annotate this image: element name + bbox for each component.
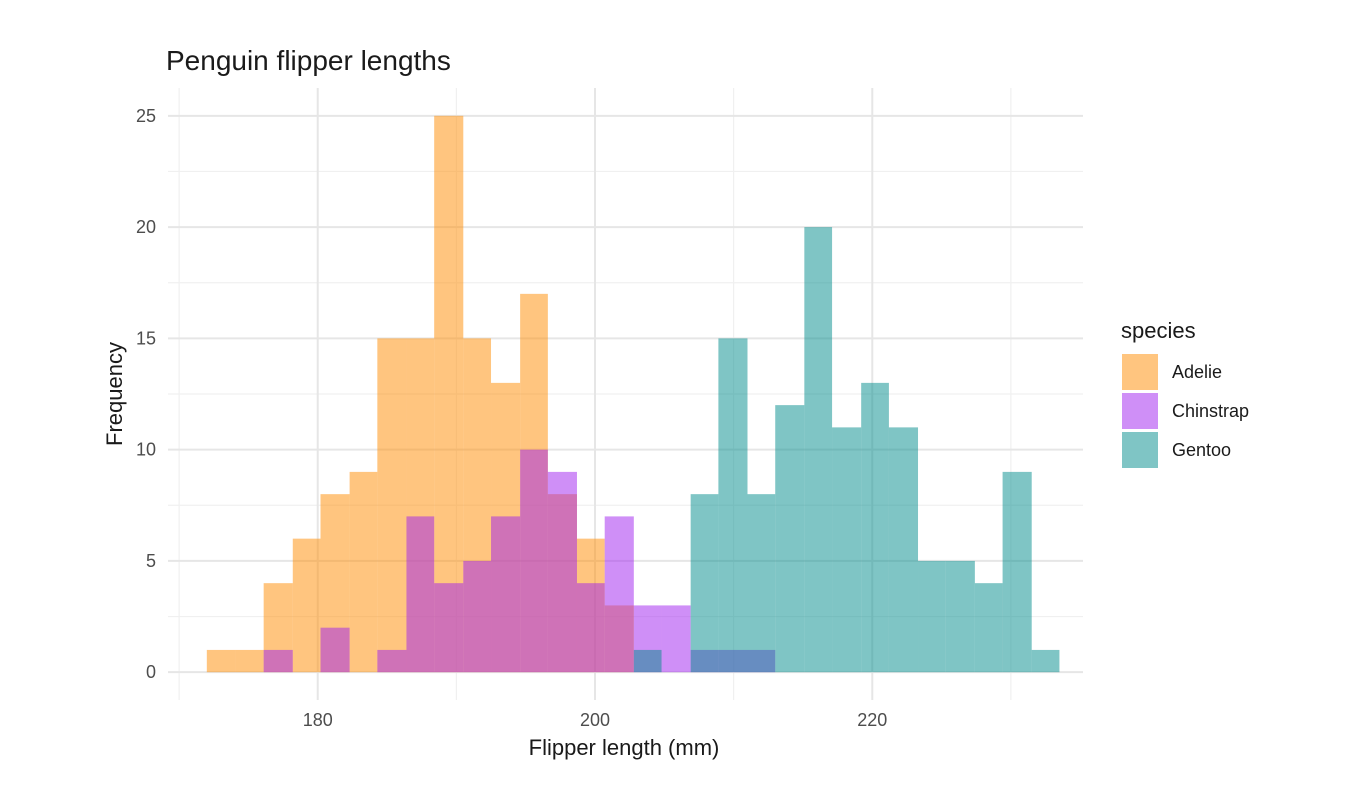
y-axis-title: Frequency (102, 342, 127, 446)
x-tick-label: 200 (580, 710, 610, 730)
bar-adelie (206, 649, 236, 673)
bar-chinstrap (520, 449, 548, 673)
bar-chinstrap (320, 627, 350, 673)
bar-chinstrap (434, 583, 464, 673)
bar-gentoo (747, 494, 776, 673)
histogram-bars (206, 115, 1060, 673)
y-axis-ticks: 0 5 10 15 20 25 (136, 106, 156, 682)
bar-chinstrap (263, 649, 293, 673)
bar-adelie (434, 115, 464, 673)
y-tick-label: 20 (136, 217, 156, 237)
bar-gentoo (945, 560, 975, 673)
bar-gentoo (775, 405, 805, 673)
bar-gentoo (1002, 471, 1032, 673)
legend-label: Chinstrap (1172, 401, 1249, 421)
chart-title: Penguin flipper lengths (166, 45, 451, 76)
bar-gentoo (804, 227, 833, 673)
bar-gentoo (1031, 649, 1060, 673)
bar-adelie (377, 338, 407, 673)
x-tick-label: 180 (303, 710, 333, 730)
bar-gentoo (888, 427, 919, 673)
bar-gentoo (633, 649, 662, 673)
legend-label: Adelie (1172, 362, 1222, 382)
bar-gentoo (918, 560, 946, 673)
legend-label: Gentoo (1172, 440, 1231, 460)
bar-chinstrap (576, 583, 605, 673)
legend-key-chinstrap (1122, 393, 1158, 429)
y-tick-label: 15 (136, 328, 156, 348)
bar-adelie (292, 538, 321, 673)
series-chinstrap (263, 449, 776, 673)
bar-gentoo (718, 338, 748, 673)
legend: species Adelie Chinstrap Gentoo (1121, 318, 1249, 468)
x-axis-title: Flipper length (mm) (529, 735, 720, 760)
bar-gentoo (861, 382, 889, 673)
legend-key-gentoo (1122, 432, 1158, 468)
bar-chinstrap (377, 649, 407, 673)
bar-adelie (349, 471, 378, 673)
bar-chinstrap (604, 516, 634, 673)
y-tick-label: 25 (136, 106, 156, 126)
bar-gentoo (690, 494, 719, 673)
bar-gentoo (832, 427, 862, 673)
bar-gentoo (974, 583, 1003, 673)
y-tick-label: 5 (146, 551, 156, 571)
bar-chinstrap (406, 516, 435, 673)
bar-adelie (235, 649, 264, 673)
y-tick-label: 10 (136, 440, 156, 460)
y-tick-label: 0 (146, 662, 156, 682)
bar-chinstrap (661, 605, 691, 673)
x-tick-label: 220 (857, 710, 887, 730)
bar-chinstrap (547, 471, 577, 673)
bar-chinstrap (463, 560, 492, 673)
series-gentoo (633, 227, 1060, 673)
legend-key-adelie (1122, 354, 1158, 390)
legend-title: species (1121, 318, 1196, 343)
x-axis-ticks: 180 200 220 (303, 710, 888, 730)
bar-chinstrap (491, 516, 521, 673)
